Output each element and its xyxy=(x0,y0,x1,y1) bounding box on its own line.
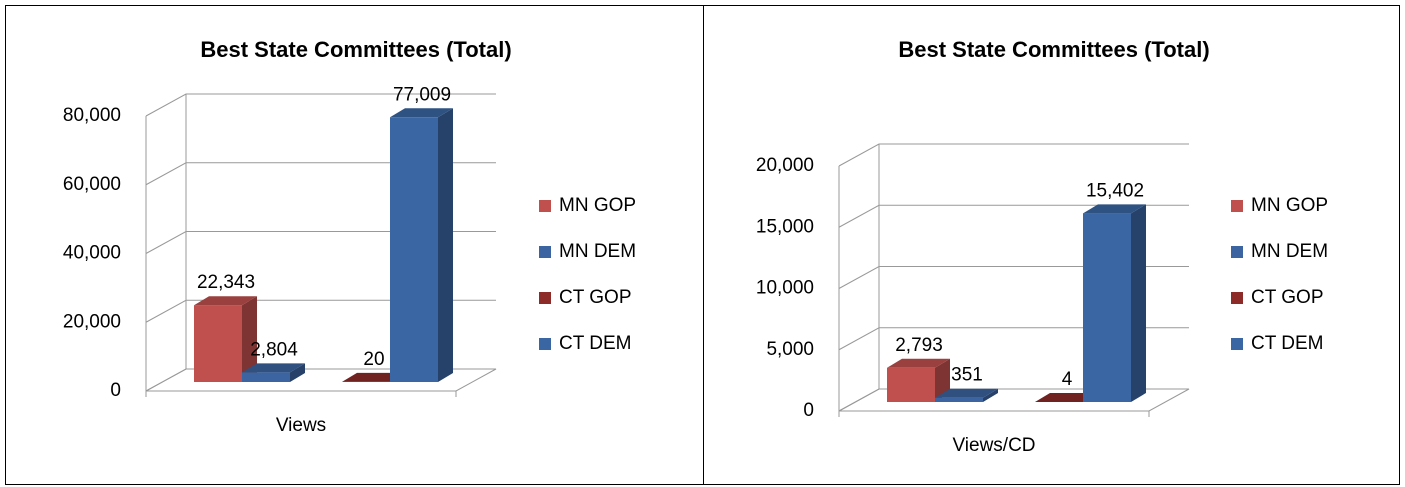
bar xyxy=(935,397,983,402)
x-tick-label: Views xyxy=(276,415,326,436)
bar xyxy=(887,367,935,402)
legend-label: CT DEM xyxy=(559,333,631,354)
grid-line xyxy=(838,204,1189,228)
y-tick-label: 60,000 xyxy=(63,174,121,195)
grid-line xyxy=(838,143,1189,167)
bar-top xyxy=(935,388,998,398)
legend-swatch xyxy=(1231,292,1243,304)
bar-top xyxy=(1035,392,1098,402)
bar-side xyxy=(983,388,998,402)
data-label: 22,343 xyxy=(197,272,255,293)
legend-label: MN DEM xyxy=(559,241,636,262)
y-tick-label: 10,000 xyxy=(756,278,814,299)
legend-label: CT GOP xyxy=(559,287,632,308)
y-tick-label: 80,000 xyxy=(63,105,121,126)
data-label: 15,402 xyxy=(1086,180,1144,201)
legend-swatch xyxy=(539,292,551,304)
legend-swatch xyxy=(1231,338,1243,350)
data-label: 2,804 xyxy=(250,339,298,360)
bar-side xyxy=(242,296,257,382)
legend-label: CT GOP xyxy=(1251,287,1324,308)
bar-top xyxy=(342,372,405,382)
legend-swatch xyxy=(539,246,551,258)
bar-top xyxy=(1083,204,1146,214)
y-tick-label: 0 xyxy=(803,400,814,421)
chart-title: Best State Committees (Total) xyxy=(898,37,1209,62)
chart-title: Best State Committees (Total) xyxy=(200,37,511,62)
chart: Best State Committees (Total) 0 20,000 40,0… xyxy=(63,6,704,484)
data-label: 2,793 xyxy=(895,335,943,356)
y-tick-label: 15,000 xyxy=(756,216,814,237)
bar-side xyxy=(290,363,305,382)
data-label: 4 xyxy=(1062,369,1073,390)
bar xyxy=(194,305,242,382)
legend-swatch xyxy=(539,338,551,350)
legend-swatch xyxy=(539,200,551,212)
page: Best State Committees (Total) 0 20,000 40,0… xyxy=(5,5,1400,485)
bar xyxy=(1083,213,1131,402)
legend-label: CT DEM xyxy=(1251,333,1323,354)
legend-label: MN GOP xyxy=(1251,195,1328,216)
legend-label: MN GOP xyxy=(559,195,636,216)
legend-swatch xyxy=(1231,200,1243,212)
bar-top xyxy=(390,108,453,118)
data-label: 20 xyxy=(363,349,384,370)
legend-label: MN DEM xyxy=(1251,241,1328,262)
bar-side xyxy=(1131,204,1146,402)
bar-top xyxy=(887,358,950,368)
x-tick-label: Views/CD xyxy=(952,435,1035,456)
bar xyxy=(242,372,290,382)
bar-top xyxy=(242,363,305,373)
y-tick-label: 20,000 xyxy=(756,155,814,176)
legend-swatch xyxy=(1231,246,1243,258)
y-tick-label: 40,000 xyxy=(63,243,121,264)
data-label: 351 xyxy=(951,365,983,386)
grid-line xyxy=(145,93,496,117)
y-tick-label: 20,000 xyxy=(63,311,121,332)
y-tick-label: 0 xyxy=(110,380,121,401)
bar xyxy=(390,117,438,383)
bar-top xyxy=(194,296,257,306)
y-tick-label: 5,000 xyxy=(766,339,814,360)
bar-side xyxy=(438,108,453,383)
data-label: 77,009 xyxy=(393,84,451,105)
chart: Best State Committees (Total) 0 5,000 10,00… xyxy=(756,37,1328,456)
